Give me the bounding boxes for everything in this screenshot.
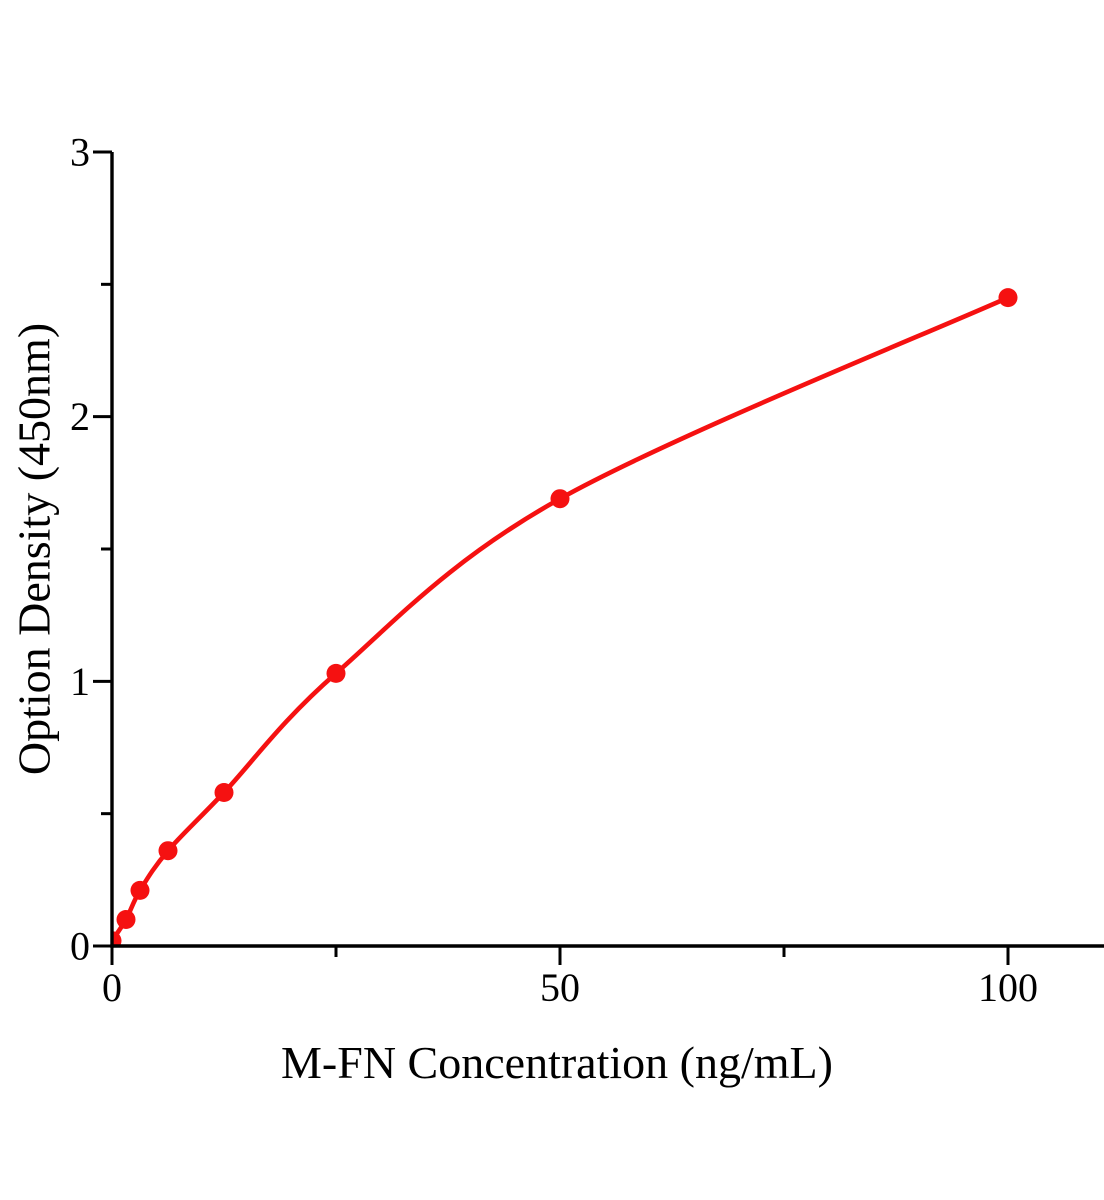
y-tick-label: 0 [70, 924, 90, 969]
x-axis-title: M-FN Concentration (ng/mL) [281, 1037, 833, 1088]
y-tick-label: 2 [70, 394, 90, 439]
y-axis-title: Option Density (450nm) [9, 323, 60, 775]
series-layer [112, 288, 1018, 947]
y-tick-label: 1 [70, 659, 90, 704]
axes-layer [110, 152, 1104, 948]
y-tick-label: 3 [70, 129, 90, 174]
data-point [116, 910, 136, 929]
x-tick-label: 0 [102, 965, 122, 1010]
data-point [214, 783, 234, 802]
data-point [158, 841, 178, 861]
data-point [130, 880, 150, 900]
data-point [112, 931, 122, 947]
standard-curve-line [112, 295, 1011, 944]
data-point [326, 663, 346, 683]
data-point [998, 288, 1018, 308]
data-point [550, 489, 570, 509]
x-tick-label: 50 [540, 965, 580, 1010]
x-tick-label: 100 [978, 965, 1038, 1010]
tick-labels-layer: 0 50 100 0 1 2 3 [70, 129, 1038, 1009]
ticks-layer [93, 150, 1010, 965]
